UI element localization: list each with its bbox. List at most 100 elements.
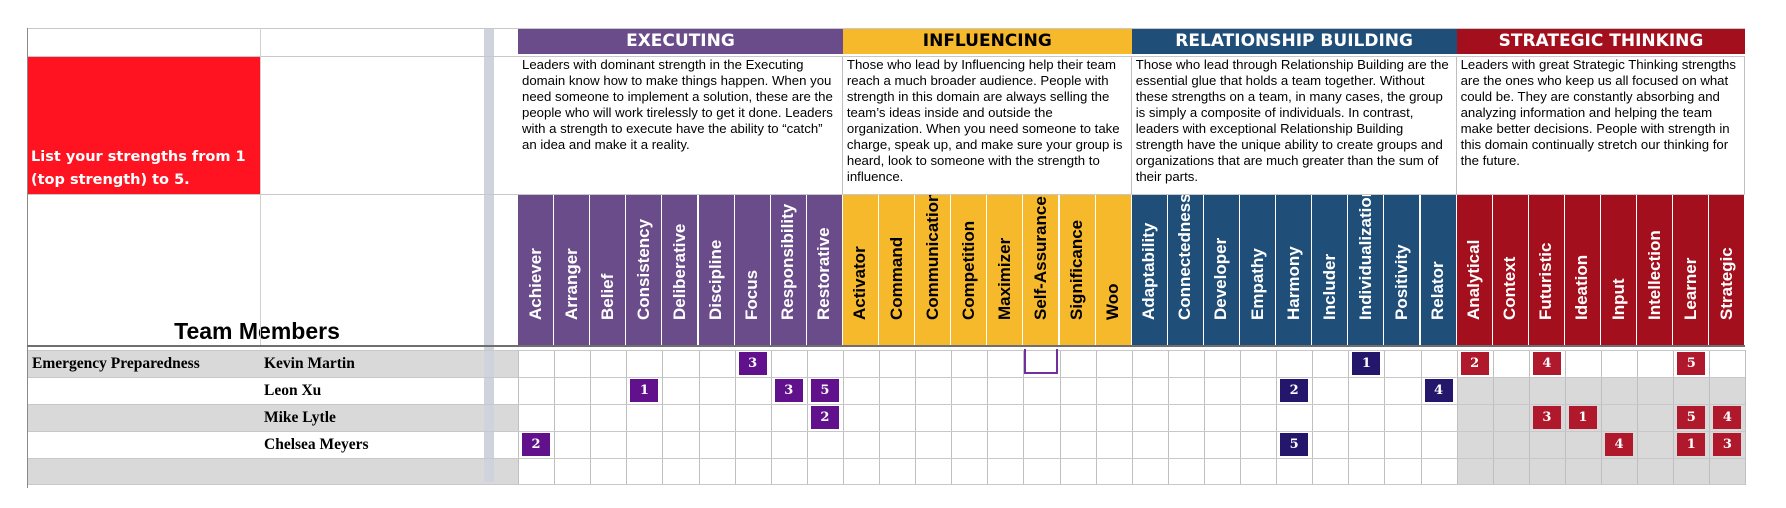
rank-cell[interactable]: [1420, 431, 1457, 458]
rank-cell[interactable]: [1095, 350, 1132, 377]
rank-cell[interactable]: [1348, 377, 1385, 404]
rank-cell[interactable]: [626, 350, 663, 377]
strength-header-woo[interactable]: Woo: [1095, 194, 1132, 346]
strength-header-significance[interactable]: Significance: [1059, 194, 1096, 346]
rank-cell[interactable]: [915, 404, 952, 431]
rank-cell[interactable]: [951, 458, 988, 485]
strength-header-context[interactable]: Context: [1492, 194, 1529, 346]
rank-cell[interactable]: [806, 431, 843, 458]
strength-header-focus[interactable]: Focus: [734, 194, 771, 346]
rank-cell[interactable]: [590, 431, 627, 458]
rank-cell[interactable]: [626, 458, 663, 485]
strength-header-deliberative[interactable]: Deliberative: [662, 194, 699, 346]
rank-cell[interactable]: [951, 404, 988, 431]
rank-cell[interactable]: [1456, 431, 1493, 458]
strength-header-learner[interactable]: Learner: [1673, 194, 1710, 346]
rank-cell[interactable]: [1564, 377, 1601, 404]
rank-cell[interactable]: [1637, 404, 1674, 431]
rank-cell[interactable]: [698, 404, 735, 431]
rank-cell[interactable]: [1059, 458, 1096, 485]
strength-header-belief[interactable]: Belief: [590, 194, 627, 346]
strength-header-strategic[interactable]: Strategic: [1709, 194, 1746, 346]
rank-cell[interactable]: [1456, 458, 1493, 485]
rank-cell[interactable]: [1384, 377, 1421, 404]
rank-cell[interactable]: [1384, 431, 1421, 458]
rank-cell[interactable]: [1276, 458, 1313, 485]
rank-cell[interactable]: [590, 404, 627, 431]
rank-cell[interactable]: [1312, 404, 1349, 431]
rank-cell[interactable]: [1131, 350, 1168, 377]
rank-cell[interactable]: [698, 350, 735, 377]
rank-cell[interactable]: [554, 431, 591, 458]
rank-cell[interactable]: [590, 350, 627, 377]
rank-cell[interactable]: [554, 458, 591, 485]
rank-cell[interactable]: [951, 350, 988, 377]
rank-cell[interactable]: [1059, 350, 1096, 377]
strength-header-restorative[interactable]: Restorative: [806, 194, 843, 346]
rank-cell[interactable]: [1167, 404, 1204, 431]
rank-cell[interactable]: [806, 350, 843, 377]
rank-cell[interactable]: [1420, 404, 1457, 431]
rank-cell[interactable]: [1492, 404, 1529, 431]
strength-header-harmony[interactable]: Harmony: [1276, 194, 1313, 346]
strength-header-connectedness[interactable]: Connectedness: [1167, 194, 1204, 346]
strength-header-ideation[interactable]: Ideation: [1564, 194, 1601, 346]
rank-cell[interactable]: [1348, 404, 1385, 431]
rank-cell[interactable]: [590, 377, 627, 404]
rank-cell[interactable]: [662, 404, 699, 431]
rank-cell[interactable]: [1023, 458, 1060, 485]
member-name[interactable]: Kevin Martin: [264, 355, 355, 372]
rank-cell[interactable]: [1456, 404, 1493, 431]
rank-cell[interactable]: [1673, 458, 1710, 485]
strength-header-activator[interactable]: Activator: [842, 194, 879, 346]
rank-cell[interactable]: [1203, 377, 1240, 404]
rank-cell[interactable]: [1709, 350, 1746, 377]
strength-header-communication[interactable]: Communication: [915, 194, 952, 346]
strength-header-includer[interactable]: Includer: [1312, 194, 1349, 346]
rank-cell[interactable]: [1240, 350, 1277, 377]
rank-cell[interactable]: [698, 377, 735, 404]
rank-cell[interactable]: [1276, 350, 1313, 377]
rank-cell[interactable]: [1601, 404, 1638, 431]
rank-cell[interactable]: [1384, 458, 1421, 485]
rank-cell[interactable]: [734, 458, 771, 485]
strength-header-developer[interactable]: Developer: [1203, 194, 1240, 346]
rank-cell[interactable]: [879, 377, 916, 404]
rank-cell[interactable]: [1095, 431, 1132, 458]
strength-header-self-assurance[interactable]: Self-Assurance: [1023, 194, 1060, 346]
strength-header-individualization[interactable]: Individualization: [1348, 194, 1385, 346]
rank-cell[interactable]: [1023, 377, 1060, 404]
rank-cell[interactable]: [842, 458, 879, 485]
rank-cell[interactable]: [1131, 404, 1168, 431]
rank-cell[interactable]: [1095, 377, 1132, 404]
rank-cell[interactable]: [626, 431, 663, 458]
strength-header-adaptability[interactable]: Adaptability: [1131, 194, 1168, 346]
strength-header-responsibility[interactable]: Responsibility: [770, 194, 807, 346]
rank-cell[interactable]: [1095, 404, 1132, 431]
rank-cell[interactable]: [1203, 431, 1240, 458]
rank-cell[interactable]: [879, 350, 916, 377]
rank-cell[interactable]: [1564, 458, 1601, 485]
rank-cell[interactable]: [518, 404, 555, 431]
rank-cell[interactable]: [1312, 350, 1349, 377]
rank-cell[interactable]: [554, 404, 591, 431]
rank-cell[interactable]: [1492, 458, 1529, 485]
rank-cell[interactable]: [770, 458, 807, 485]
strength-header-command[interactable]: Command: [879, 194, 916, 346]
rank-cell[interactable]: [662, 377, 699, 404]
rank-cell[interactable]: [1203, 350, 1240, 377]
rank-cell[interactable]: [1384, 404, 1421, 431]
rank-cell[interactable]: [1528, 458, 1565, 485]
rank-cell[interactable]: [1420, 458, 1457, 485]
strength-header-intellection[interactable]: Intellection: [1637, 194, 1674, 346]
rank-cell[interactable]: [1348, 431, 1385, 458]
strength-header-achiever[interactable]: Achiever: [518, 194, 555, 346]
rank-cell[interactable]: [662, 458, 699, 485]
rank-cell[interactable]: [987, 404, 1024, 431]
rank-cell[interactable]: [662, 431, 699, 458]
strength-header-discipline[interactable]: Discipline: [698, 194, 735, 346]
rank-cell[interactable]: [1601, 377, 1638, 404]
rank-cell[interactable]: [1167, 350, 1204, 377]
rank-cell[interactable]: [1167, 458, 1204, 485]
strength-header-empathy[interactable]: Empathy: [1240, 194, 1277, 346]
